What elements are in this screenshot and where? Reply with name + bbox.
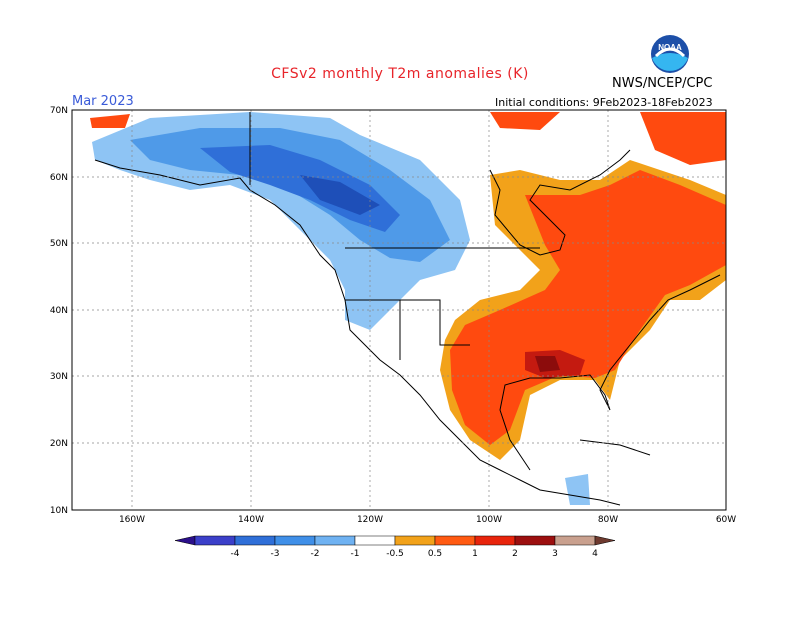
lon-label: 80W [598, 515, 618, 525]
colorbar-segment [554, 535, 596, 546]
colorbar-segment [474, 535, 516, 546]
svg-text:NOAA: NOAA [658, 43, 682, 52]
colorbar-arrow-low [174, 535, 196, 546]
lat-label: 30N [50, 372, 68, 382]
colorbar-segment [394, 535, 436, 546]
lat-label: 70N [50, 106, 68, 116]
colorbar-segment [274, 535, 316, 546]
colorbar-label: -2 [311, 549, 320, 559]
lat-label: 20N [50, 439, 68, 449]
lat-label: 10N [50, 506, 68, 516]
colorbar-segment [434, 535, 476, 546]
map-frame [71, 109, 727, 511]
lon-label: 100W [476, 515, 502, 525]
colorbar-segment [234, 535, 276, 546]
colorbar-label: -3 [271, 549, 280, 559]
lat-label: 50N [50, 239, 68, 249]
lon-label: 120W [357, 515, 383, 525]
lat-label: 60N [50, 173, 68, 183]
graticule [72, 110, 726, 510]
longitude-labels: 160W 140W 120W 100W 80W 60W [119, 515, 736, 525]
colorbar-segment [354, 535, 396, 546]
noaa-logo: NOAA [651, 35, 689, 73]
colorbar-label: -1 [351, 549, 360, 559]
lon-label: 60W [716, 515, 736, 525]
colorbar-label: -4 [231, 549, 240, 559]
colorbar-label: 1 [472, 549, 478, 559]
colorbar: -4 -3 -2 -1 -0.5 0.5 1 2 3 4 [174, 535, 616, 559]
colorbar-label: 4 [592, 549, 598, 559]
colorbar-segment [314, 535, 356, 546]
colorbar-label: 2 [512, 549, 518, 559]
colorbar-label: 0.5 [428, 549, 442, 559]
colorbar-label: -0.5 [386, 549, 404, 559]
lon-label: 160W [119, 515, 145, 525]
map-title: CFSv2 monthly T2m anomalies (K) [271, 66, 529, 82]
organization-label: NWS/NCEP/CPC [612, 76, 713, 91]
colorbar-label: 3 [552, 549, 558, 559]
colorbar-segment [194, 535, 236, 546]
latitude-labels: 70N 60N 50N 40N 30N 20N 10N [50, 106, 68, 516]
lon-label: 140W [238, 515, 264, 525]
colorbar-segment [514, 535, 556, 546]
initial-conditions: Initial conditions: 9Feb2023-18Feb2023 [495, 96, 713, 109]
valid-month: Mar 2023 [72, 94, 134, 109]
colorbar-arrow-high [594, 535, 616, 546]
lat-label: 40N [50, 306, 68, 316]
